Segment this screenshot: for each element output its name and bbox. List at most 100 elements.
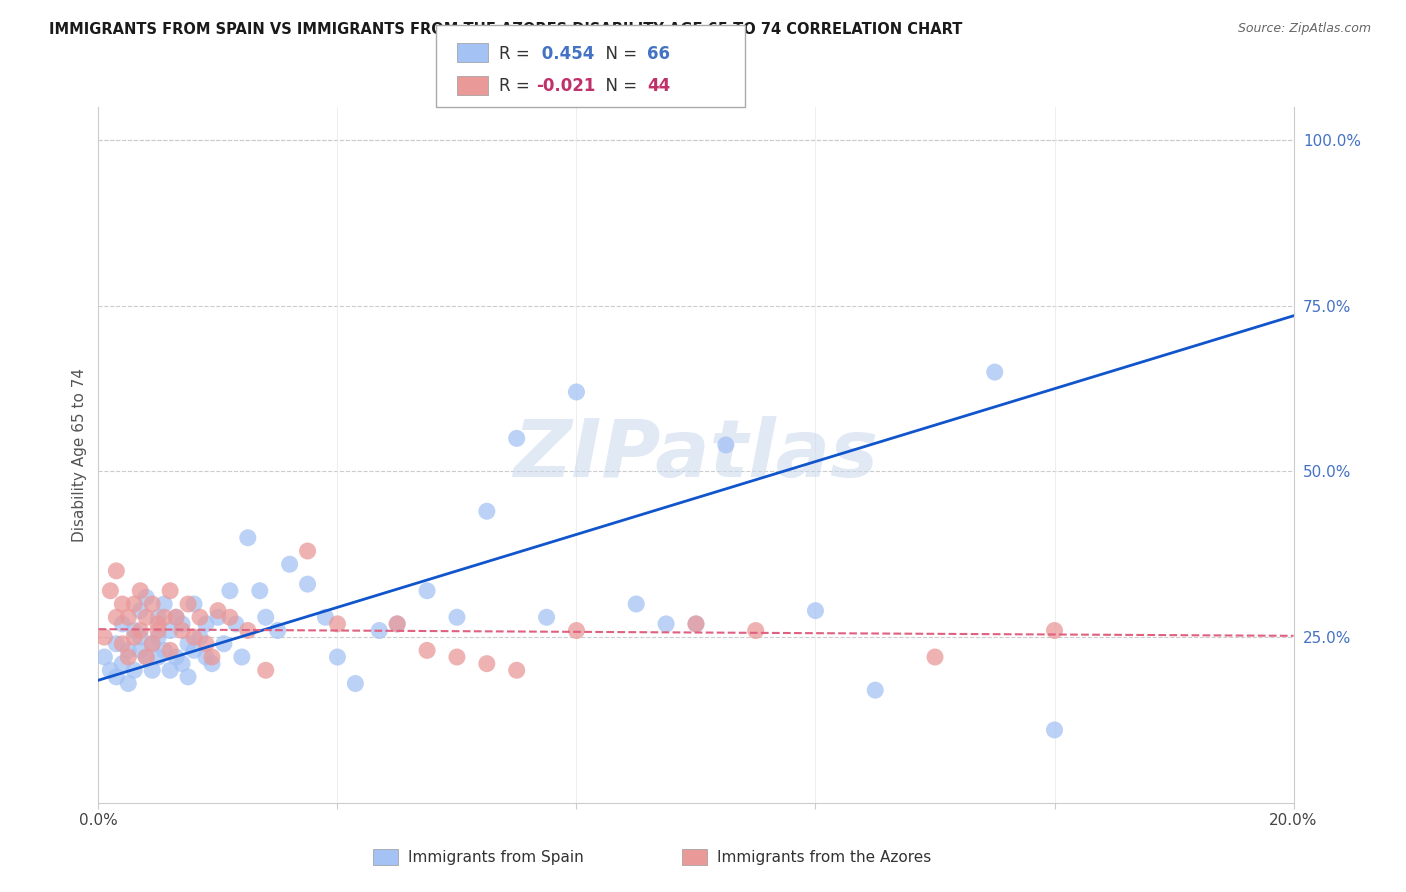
Point — [183, 597, 205, 611]
Point — [446, 610, 468, 624]
Point — [506, 663, 529, 677]
Point — [183, 643, 205, 657]
Point — [100, 663, 122, 677]
Point — [124, 624, 146, 638]
Text: R =: R = — [499, 45, 536, 62]
Point — [236, 531, 259, 545]
Point — [177, 637, 200, 651]
Text: Immigrants from the Azores: Immigrants from the Azores — [717, 850, 931, 864]
Point — [865, 683, 887, 698]
Point — [236, 624, 259, 638]
Point — [207, 610, 229, 624]
Point — [506, 431, 529, 445]
Text: 44: 44 — [647, 78, 671, 95]
Text: IMMIGRANTS FROM SPAIN VS IMMIGRANTS FROM THE AZORES DISABILITY AGE 65 TO 74 CORR: IMMIGRANTS FROM SPAIN VS IMMIGRANTS FROM… — [49, 22, 963, 37]
Point — [159, 643, 181, 657]
Y-axis label: Disability Age 65 to 74: Disability Age 65 to 74 — [72, 368, 87, 542]
Point — [626, 597, 648, 611]
Point — [219, 610, 242, 624]
Point — [172, 657, 194, 671]
Point — [475, 504, 498, 518]
Point — [93, 650, 115, 665]
Point — [326, 616, 349, 631]
Point — [100, 583, 122, 598]
Point — [135, 650, 157, 665]
Point — [135, 650, 157, 665]
Point — [148, 624, 170, 638]
Point — [111, 657, 134, 671]
Point — [195, 637, 218, 651]
Point — [188, 610, 211, 624]
Point — [165, 610, 187, 624]
Point — [172, 616, 194, 631]
Text: N =: N = — [595, 78, 643, 95]
Point — [148, 616, 170, 631]
Point — [924, 650, 946, 665]
Point — [153, 643, 176, 657]
Point — [536, 610, 558, 624]
Text: Source: ZipAtlas.com: Source: ZipAtlas.com — [1237, 22, 1371, 36]
Point — [129, 583, 152, 598]
Point — [141, 637, 163, 651]
Text: -0.021: -0.021 — [536, 78, 595, 95]
Point — [565, 384, 588, 399]
Point — [135, 591, 157, 605]
Point — [267, 624, 290, 638]
Point — [177, 670, 200, 684]
Point — [745, 624, 768, 638]
Point — [416, 583, 439, 598]
Point — [153, 610, 176, 624]
Point — [344, 676, 367, 690]
Text: Immigrants from Spain: Immigrants from Spain — [408, 850, 583, 864]
Point — [159, 583, 181, 598]
Point — [416, 643, 439, 657]
Point — [141, 637, 163, 651]
Point — [254, 663, 277, 677]
Point — [804, 604, 827, 618]
Point — [984, 365, 1007, 379]
Point — [183, 630, 205, 644]
Point — [278, 558, 301, 572]
Point — [219, 583, 242, 598]
Point — [93, 630, 115, 644]
Text: R =: R = — [499, 78, 536, 95]
Point — [105, 564, 128, 578]
Point — [129, 643, 152, 657]
Point — [148, 630, 170, 644]
Point — [225, 616, 247, 631]
Point — [129, 630, 152, 644]
Point — [165, 610, 187, 624]
Point — [297, 577, 319, 591]
Point — [141, 663, 163, 677]
Text: ZIPatlas: ZIPatlas — [513, 416, 879, 494]
Point — [212, 637, 235, 651]
Text: 66: 66 — [647, 45, 669, 62]
Point — [326, 650, 349, 665]
Point — [207, 604, 229, 618]
Point — [148, 610, 170, 624]
Point — [188, 630, 211, 644]
Point — [117, 610, 139, 624]
Text: 0.454: 0.454 — [536, 45, 595, 62]
Point — [117, 643, 139, 657]
Point — [117, 676, 139, 690]
Point — [153, 597, 176, 611]
Point — [655, 616, 678, 631]
Point — [111, 616, 134, 631]
Point — [385, 616, 409, 631]
Point — [195, 616, 218, 631]
Point — [231, 650, 253, 665]
Point — [446, 650, 468, 665]
Point — [685, 616, 707, 631]
Point — [159, 624, 181, 638]
Point — [475, 657, 498, 671]
Point — [172, 624, 194, 638]
Point — [201, 650, 224, 665]
Point — [315, 610, 337, 624]
Point — [105, 610, 128, 624]
Point — [117, 650, 139, 665]
Point — [249, 583, 271, 598]
Point — [201, 657, 224, 671]
Point — [1043, 723, 1066, 737]
Point — [105, 670, 128, 684]
